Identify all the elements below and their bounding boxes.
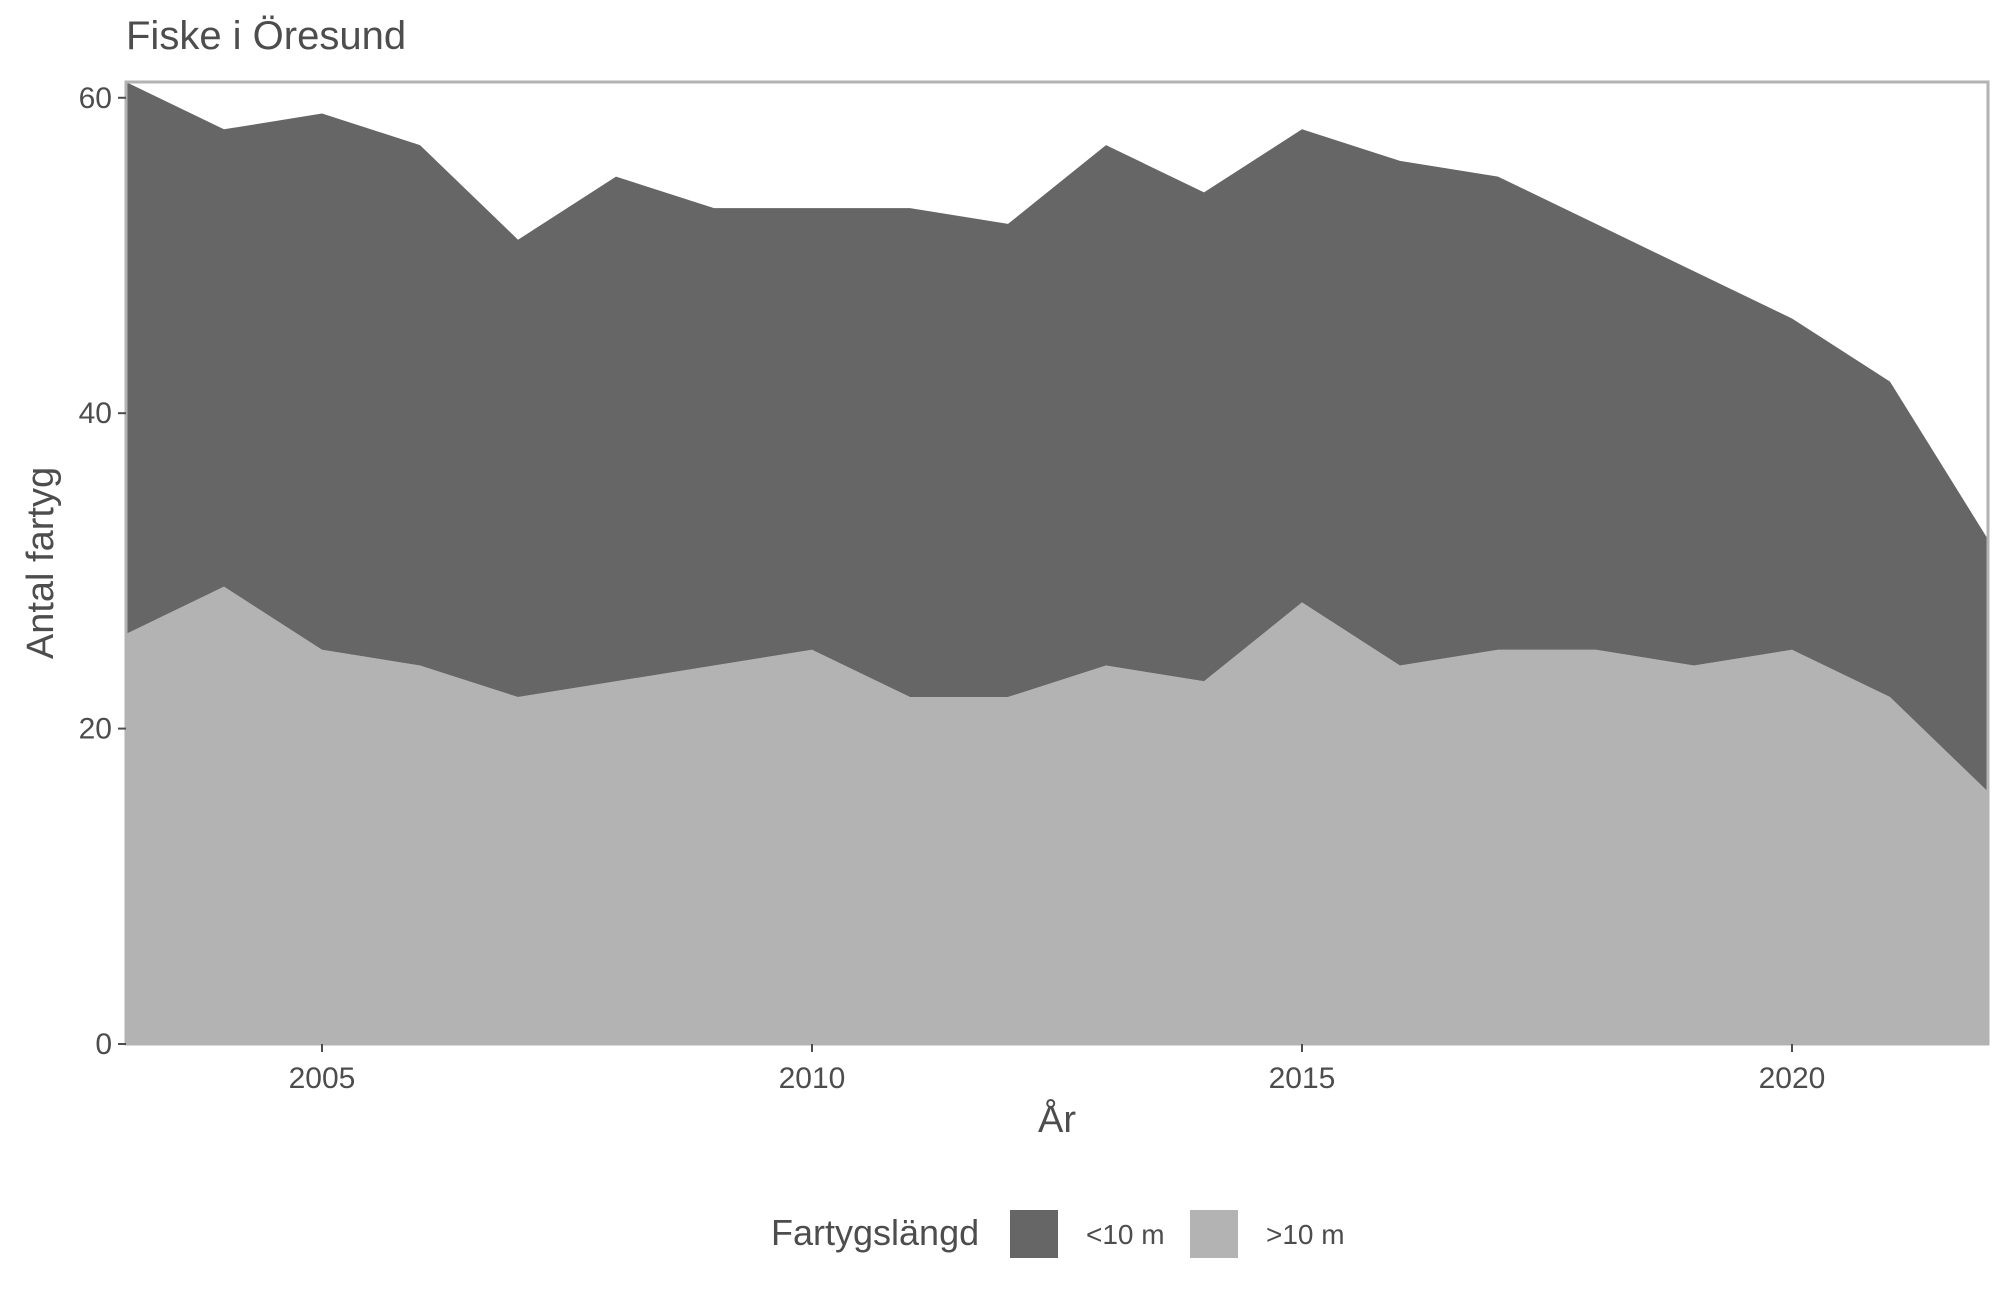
legend-key [1190,1210,1238,1258]
legend-label: >10 m [1266,1219,1345,1250]
area-series-gt10-m [126,586,1988,1044]
legend: Fartygslängd <10 m >10 m [771,1210,1345,1258]
x-tick-label: 2005 [289,1062,356,1095]
y-tick-label: 60 [79,82,112,115]
x-axis: 2005 2010 2015 2020 [289,1044,1826,1095]
area-layer [126,82,1988,1044]
x-axis-title: År [1038,1097,1076,1141]
y-tick-label: 20 [79,713,112,746]
y-axis: 0 20 40 60 [79,82,126,1061]
x-tick-label: 2020 [1759,1062,1826,1095]
legend-label: <10 m [1086,1219,1165,1250]
panel-border [124,80,1990,1046]
x-tick-label: 2015 [1269,1062,1336,1095]
legend-title: Fartygslängd [771,1212,979,1253]
x-tick-label: 2010 [779,1062,846,1095]
y-tick-label: 0 [95,1028,112,1061]
legend-key [1010,1210,1058,1258]
y-tick-label: 40 [79,397,112,430]
y-axis-title: Antal fartyg [20,467,62,659]
legend-entries: <10 m >10 m [1010,1210,1345,1258]
area-series-lt10-m [126,82,1988,792]
chart-title: Fiske i Öresund [126,14,406,58]
